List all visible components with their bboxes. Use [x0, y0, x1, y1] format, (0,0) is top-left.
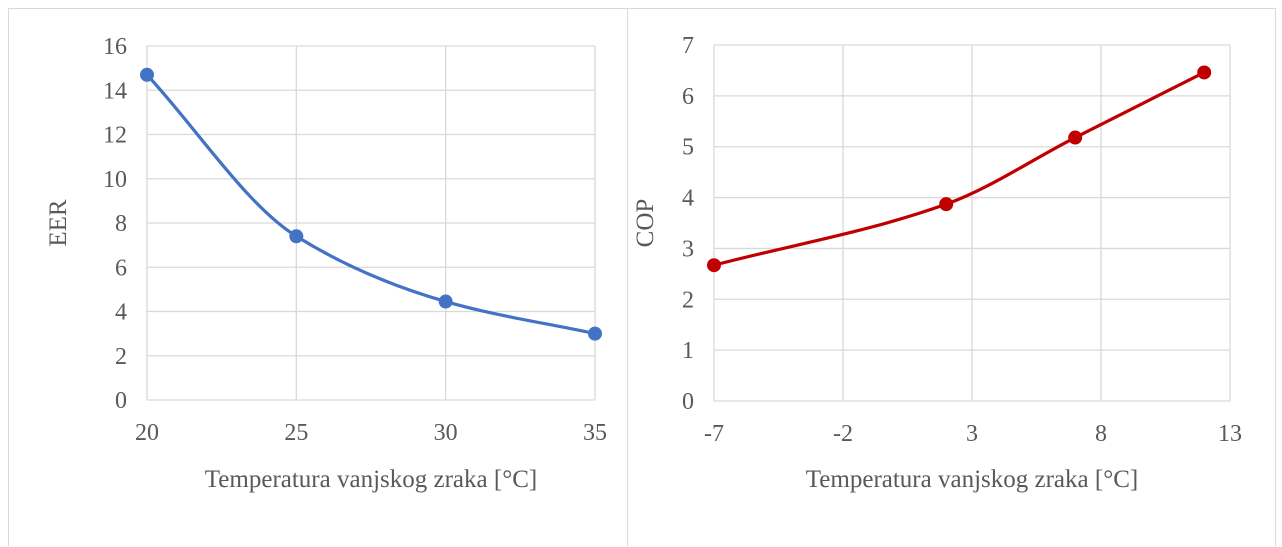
eer-y-tick-label: 16: [103, 34, 127, 60]
cop-y-tick-label: 0: [682, 389, 694, 415]
eer-data-point: [438, 294, 453, 309]
cop-data-point: [707, 258, 721, 273]
cop-y-tick-label: 3: [682, 236, 694, 262]
cop-x-tick-label: 8: [1095, 421, 1107, 447]
eer-data-point: [289, 229, 304, 244]
cop-y-axis-title: COP: [632, 199, 659, 248]
cop-y-tick-label: 1: [682, 338, 694, 364]
eer-y-tick-label: 8: [115, 211, 127, 237]
chart-panel-cop: 0 1 2 3 4 5 6 7 -7 -2 3 8 13 Temperatura vanjskog zra…: [628, 8, 1276, 546]
cop-y-tick-label: 7: [682, 33, 694, 59]
eer-y-axis-title: EER: [45, 199, 72, 247]
eer-x-tick-label: 30: [434, 420, 458, 446]
eer-y-tick-label: 0: [115, 388, 127, 414]
cop-y-tick-label: 5: [682, 135, 694, 161]
cop-data-point: [1197, 65, 1212, 80]
cop-y-tick-label: 4: [682, 186, 694, 212]
cop-x-tick-label: 3: [966, 421, 978, 447]
eer-x-tick-label: 25: [284, 420, 308, 446]
chart-panel-eer: 0 2 4 6 8 10 12 14 16 20 25 30 35 Temperatura vanjsko…: [8, 8, 628, 546]
eer-chart: 0 2 4 6 8 10 12 14 16 20 25 30 35 Temperatura vanjsko…: [45, 34, 607, 493]
cop-x-tick-label: -2: [833, 421, 853, 447]
eer-y-tick-label: 10: [103, 167, 127, 193]
eer-x-axis-title: Temperatura vanjskog zraka [°C]: [205, 466, 537, 493]
eer-data-point: [140, 67, 154, 82]
cop-data-point: [1068, 130, 1083, 145]
cop-y-tick-label: 6: [682, 84, 694, 110]
eer-y-tick-label: 12: [103, 123, 127, 149]
eer-series-line: [145, 73, 597, 336]
cop-data-point: [939, 197, 954, 212]
cop-x-tick-label: -7: [704, 421, 724, 447]
eer-y-tick-label: 6: [115, 255, 127, 281]
eer-x-tick-label: 35: [583, 420, 607, 446]
eer-y-tick-label: 14: [103, 78, 127, 104]
eer-y-tick-label: 4: [115, 300, 127, 326]
eer-x-tick-label: 20: [135, 420, 159, 446]
eer-data-point: [588, 326, 602, 341]
cop-series-line: [712, 70, 1206, 267]
eer-y-tick-label: 2: [115, 344, 127, 370]
cop-y-tick-label: 2: [682, 287, 694, 313]
cop-x-axis-title: Temperatura vanjskog zraka [°C]: [806, 466, 1138, 493]
cop-chart: 0 1 2 3 4 5 6 7 -7 -2 3 8 13 Temperatura vanjskog zra…: [632, 33, 1242, 493]
cop-x-tick-label: 13: [1218, 421, 1242, 447]
